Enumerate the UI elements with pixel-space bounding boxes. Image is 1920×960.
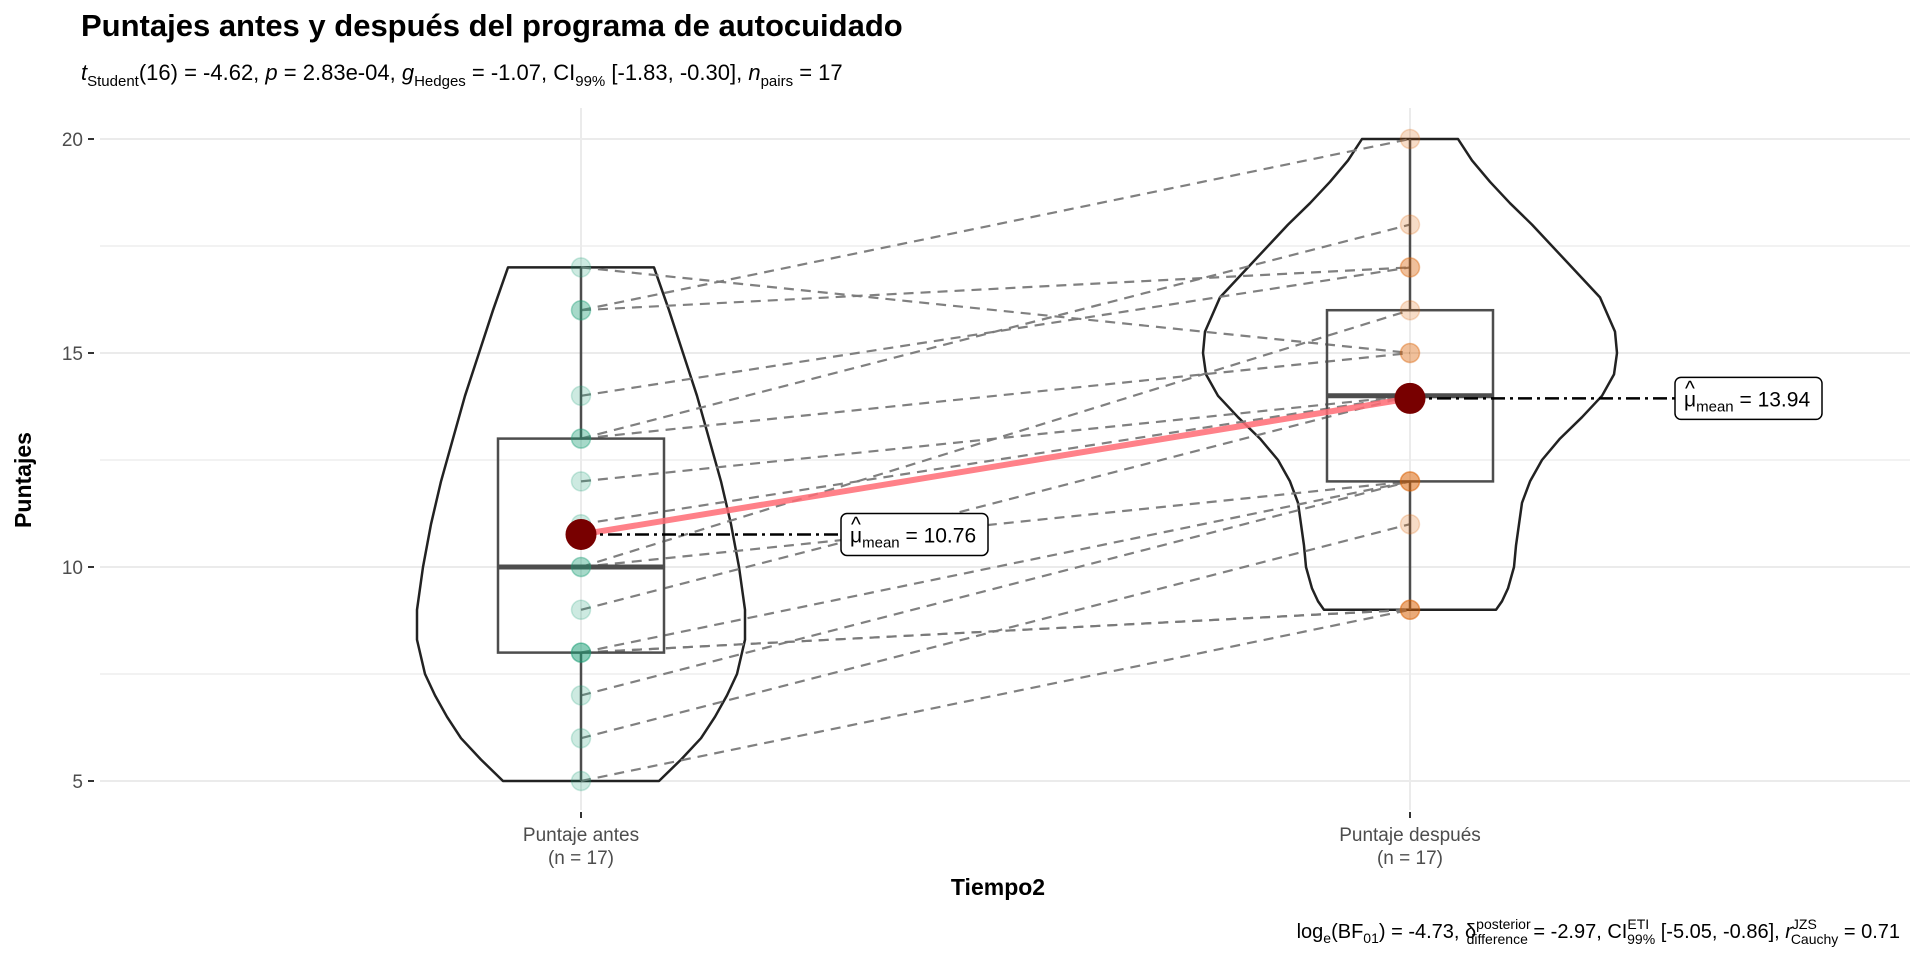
data-point [1399,471,1421,492]
pair-line [580,480,1411,654]
mean-label-value: = 13.94 [1734,388,1811,411]
x-tick-label: Puntaje después [1339,825,1481,846]
subtitle-t: t [81,60,88,85]
data-point [1399,299,1421,321]
data-point [570,299,592,321]
data-point [570,428,592,449]
data-point [1399,257,1421,278]
data-point [1399,599,1421,621]
x-axis-title: Tiempo2 [951,874,1045,900]
data-point [570,642,592,663]
mean-label: μmean = 13.94 [1684,388,1810,415]
data-point [1399,214,1421,235]
pair-line [580,309,1411,569]
y-tick-label: 5 [72,772,83,793]
mean-label-box [1674,376,1823,421]
mean-label-mu: μ [850,524,862,547]
mean-label-mu: μ [1684,388,1696,411]
grid [100,108,1910,810]
data-point [570,599,592,621]
data-point [1399,342,1421,364]
violin-despues [1201,137,1619,612]
mean-point [565,518,597,550]
y-axis: 5 10 15 20 [62,130,94,793]
data-point [1399,342,1421,364]
box-iqr [496,437,666,654]
x-tick-count: (n = 17) [1377,848,1443,869]
data-point [570,257,592,278]
data-point [570,685,592,706]
data-point [1399,513,1421,535]
mean-connector-line [580,395,1411,538]
data-point [570,642,592,663]
mean-label-sub: mean [1696,398,1734,415]
violin-antes [415,266,747,783]
mean-label-hat: ^ [1685,377,1695,400]
data-point [1399,599,1421,621]
pair-line [580,480,1411,697]
pair-line [580,223,1411,440]
pair-line [580,480,1411,569]
x-tick-label: Puntaje antes [523,825,639,846]
pair-line [580,266,1411,355]
y-tick-label: 10 [62,558,83,579]
data-point [570,471,592,492]
pair-lines [580,137,1411,783]
pair-line [580,394,1411,526]
data-point [570,556,592,578]
y-tick-label: 15 [62,344,83,365]
boxplots [496,139,1495,781]
data-point [1399,471,1421,492]
data-point [570,385,592,407]
chart-subtitle: tStudent(16) = -4.62, p = 2.83e-04, gHed… [81,60,843,90]
pair-line [580,523,1411,740]
data-point [1399,471,1421,492]
data-point [570,428,592,449]
x-tick-count: (n = 17) [548,848,614,869]
pair-line [580,394,1411,611]
mean-label-value: = 10.76 [900,524,976,547]
mean-label-box [840,512,989,557]
means: μmean = 10.76^μmean = 13.94^ [565,376,1823,557]
chart-title: Puntajes antes y después del programa de… [81,8,903,43]
violins [415,137,1619,783]
pair-line [580,137,1411,312]
data-point [1399,257,1421,278]
data-point [1399,599,1421,621]
mean-label-sub: mean [862,534,900,551]
data-points [570,128,1421,792]
pair-line [580,266,1411,397]
chart-caption: loge(BF01) = -4.73, δposterior difference… [1297,916,1900,947]
y-axis-title: Puntajes [10,432,36,528]
data-point [570,770,592,792]
pair-line [580,608,1411,783]
data-point [1399,128,1421,150]
mean-label-hat: ^ [851,513,861,536]
mean-label: μmean = 10.76 [850,524,976,551]
pair-line [580,266,1411,312]
data-point [570,299,592,321]
mean-point [1394,382,1426,414]
x-axis: Puntaje antes(n = 17)Puntaje después(n =… [523,812,1481,869]
y-tick-label: 20 [62,130,83,151]
pair-line [580,351,1411,440]
data-point [570,642,592,663]
data-point [570,556,592,578]
data-point [570,727,592,749]
